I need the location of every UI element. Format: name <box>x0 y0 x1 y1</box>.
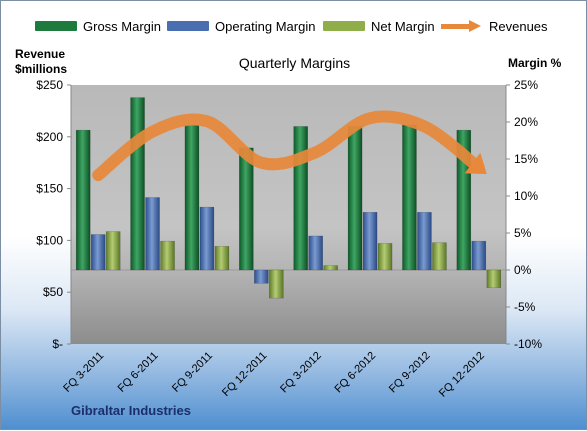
left-tick-label: $50 <box>43 285 63 299</box>
operating-margin-bar <box>362 212 378 271</box>
right-tick-label: 25% <box>514 78 538 92</box>
x-tick-label: FQ 3-2012 <box>278 350 324 396</box>
chart-title: Quarterly Margins <box>238 55 351 71</box>
right-axis-title: Margin % <box>508 56 562 70</box>
x-tick-label: FQ 6-2012 <box>333 350 379 396</box>
legend-item-revenues: Revenues <box>441 15 548 37</box>
left-axis-title-line1: Revenue <box>15 47 66 61</box>
legend-item-gross-margin: Gross Margin <box>35 15 161 37</box>
legend-swatch-net-margin <box>323 21 365 31</box>
left-tick-label: $250 <box>36 78 63 92</box>
legend-swatch-operating-margin <box>167 21 209 31</box>
revenues-line <box>92 110 485 182</box>
left-axis-title-line2: $millions <box>15 62 68 76</box>
legend-label-gross-margin: Gross Margin <box>83 18 162 34</box>
net-margin-bar <box>160 240 175 271</box>
gross-margin-bar <box>75 129 91 271</box>
footer-label: Gibraltar Industries <box>71 403 191 418</box>
legend-label-operating-margin: Operating Margin <box>215 18 316 34</box>
gross-margin-bar <box>130 97 145 271</box>
operating-margin-bar <box>145 197 160 271</box>
x-tick-label: FQ 12-2011 <box>220 350 269 399</box>
right-tick-label: -10% <box>514 337 542 351</box>
gross-margin-bar <box>239 147 254 271</box>
net-margin-bar <box>214 246 230 271</box>
x-tick-label: FQ 12-2012 <box>437 350 487 400</box>
net-margin-bar <box>377 243 393 271</box>
right-tick-label: 15% <box>514 152 538 166</box>
revenues-arrow-icon <box>441 20 483 32</box>
operating-margin-bar <box>471 240 487 271</box>
net-margin-bar <box>269 269 284 299</box>
left-tick-label: $200 <box>36 130 63 144</box>
legend-label-revenues: Revenues <box>489 18 548 34</box>
left-tick-label: $100 <box>36 233 63 247</box>
x-tick-label: FQ 9-2012 <box>387 350 433 396</box>
operating-margin-bar <box>308 235 323 271</box>
legend-swatch-gross-margin <box>35 21 77 31</box>
gross-margin-bar <box>347 126 363 271</box>
right-tick-label: 10% <box>514 189 538 203</box>
legend-item-operating-margin: Operating Margin <box>167 15 315 37</box>
net-margin-bar <box>486 269 502 289</box>
operating-margin-bar <box>199 206 215 271</box>
left-tick-label: $- <box>52 337 63 351</box>
x-tick-label: FQ 6-2011 <box>116 350 161 395</box>
gross-margin-bar <box>402 124 417 271</box>
gross-margin-bar <box>184 124 200 271</box>
x-tick-label: FQ 3-2011 <box>61 350 106 395</box>
right-tick-label: -5% <box>514 300 536 314</box>
net-margin-bar <box>105 231 121 271</box>
x-tick-label: FQ 9-2011 <box>170 350 215 395</box>
right-tick-label: 20% <box>514 115 538 129</box>
left-tick-label: $150 <box>36 182 63 196</box>
legend-item-net-margin: Net Margin <box>323 15 435 37</box>
net-margin-bar <box>432 242 447 271</box>
operating-margin-bar <box>254 269 269 284</box>
operating-margin-bar <box>90 234 106 271</box>
right-tick-label: 5% <box>514 226 532 240</box>
revenues-arrowhead <box>464 152 487 174</box>
right-tick-label: 0% <box>514 263 532 277</box>
net-margin-bar <box>323 265 338 271</box>
legend: Gross Margin Operating Margin Net Margin… <box>1 15 587 37</box>
operating-margin-bar <box>417 212 432 271</box>
gross-margin-bar <box>293 126 308 271</box>
legend-label-net-margin: Net Margin <box>371 18 435 34</box>
